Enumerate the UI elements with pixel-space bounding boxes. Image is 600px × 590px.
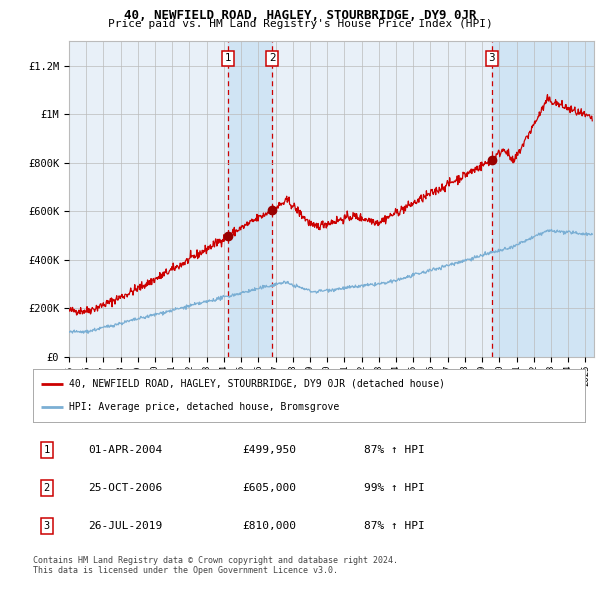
Text: 01-APR-2004: 01-APR-2004 — [88, 445, 163, 455]
Text: 3: 3 — [488, 53, 495, 63]
Text: £810,000: £810,000 — [243, 522, 297, 531]
Text: Contains HM Land Registry data © Crown copyright and database right 2024.: Contains HM Land Registry data © Crown c… — [33, 556, 398, 565]
Text: 1: 1 — [225, 53, 232, 63]
Text: 25-OCT-2006: 25-OCT-2006 — [88, 483, 163, 493]
Text: 1: 1 — [44, 445, 50, 455]
Text: HPI: Average price, detached house, Bromsgrove: HPI: Average price, detached house, Brom… — [69, 402, 339, 412]
Bar — [492, 41, 594, 357]
Text: 2: 2 — [44, 483, 50, 493]
Text: 40, NEWFIELD ROAD, HAGLEY, STOURBRIDGE, DY9 0JR: 40, NEWFIELD ROAD, HAGLEY, STOURBRIDGE, … — [124, 9, 476, 22]
Text: 87% ↑ HPI: 87% ↑ HPI — [364, 522, 425, 531]
Text: 40, NEWFIELD ROAD, HAGLEY, STOURBRIDGE, DY9 0JR (detached house): 40, NEWFIELD ROAD, HAGLEY, STOURBRIDGE, … — [69, 379, 445, 389]
Text: Price paid vs. HM Land Registry's House Price Index (HPI): Price paid vs. HM Land Registry's House … — [107, 19, 493, 30]
Text: 26-JUL-2019: 26-JUL-2019 — [88, 522, 163, 531]
Text: 2: 2 — [269, 53, 275, 63]
Text: 3: 3 — [44, 522, 50, 531]
Text: This data is licensed under the Open Government Licence v3.0.: This data is licensed under the Open Gov… — [33, 566, 338, 575]
Bar — [228, 41, 272, 357]
Text: 87% ↑ HPI: 87% ↑ HPI — [364, 445, 425, 455]
Text: £605,000: £605,000 — [243, 483, 297, 493]
Text: 99% ↑ HPI: 99% ↑ HPI — [364, 483, 425, 493]
Text: £499,950: £499,950 — [243, 445, 297, 455]
